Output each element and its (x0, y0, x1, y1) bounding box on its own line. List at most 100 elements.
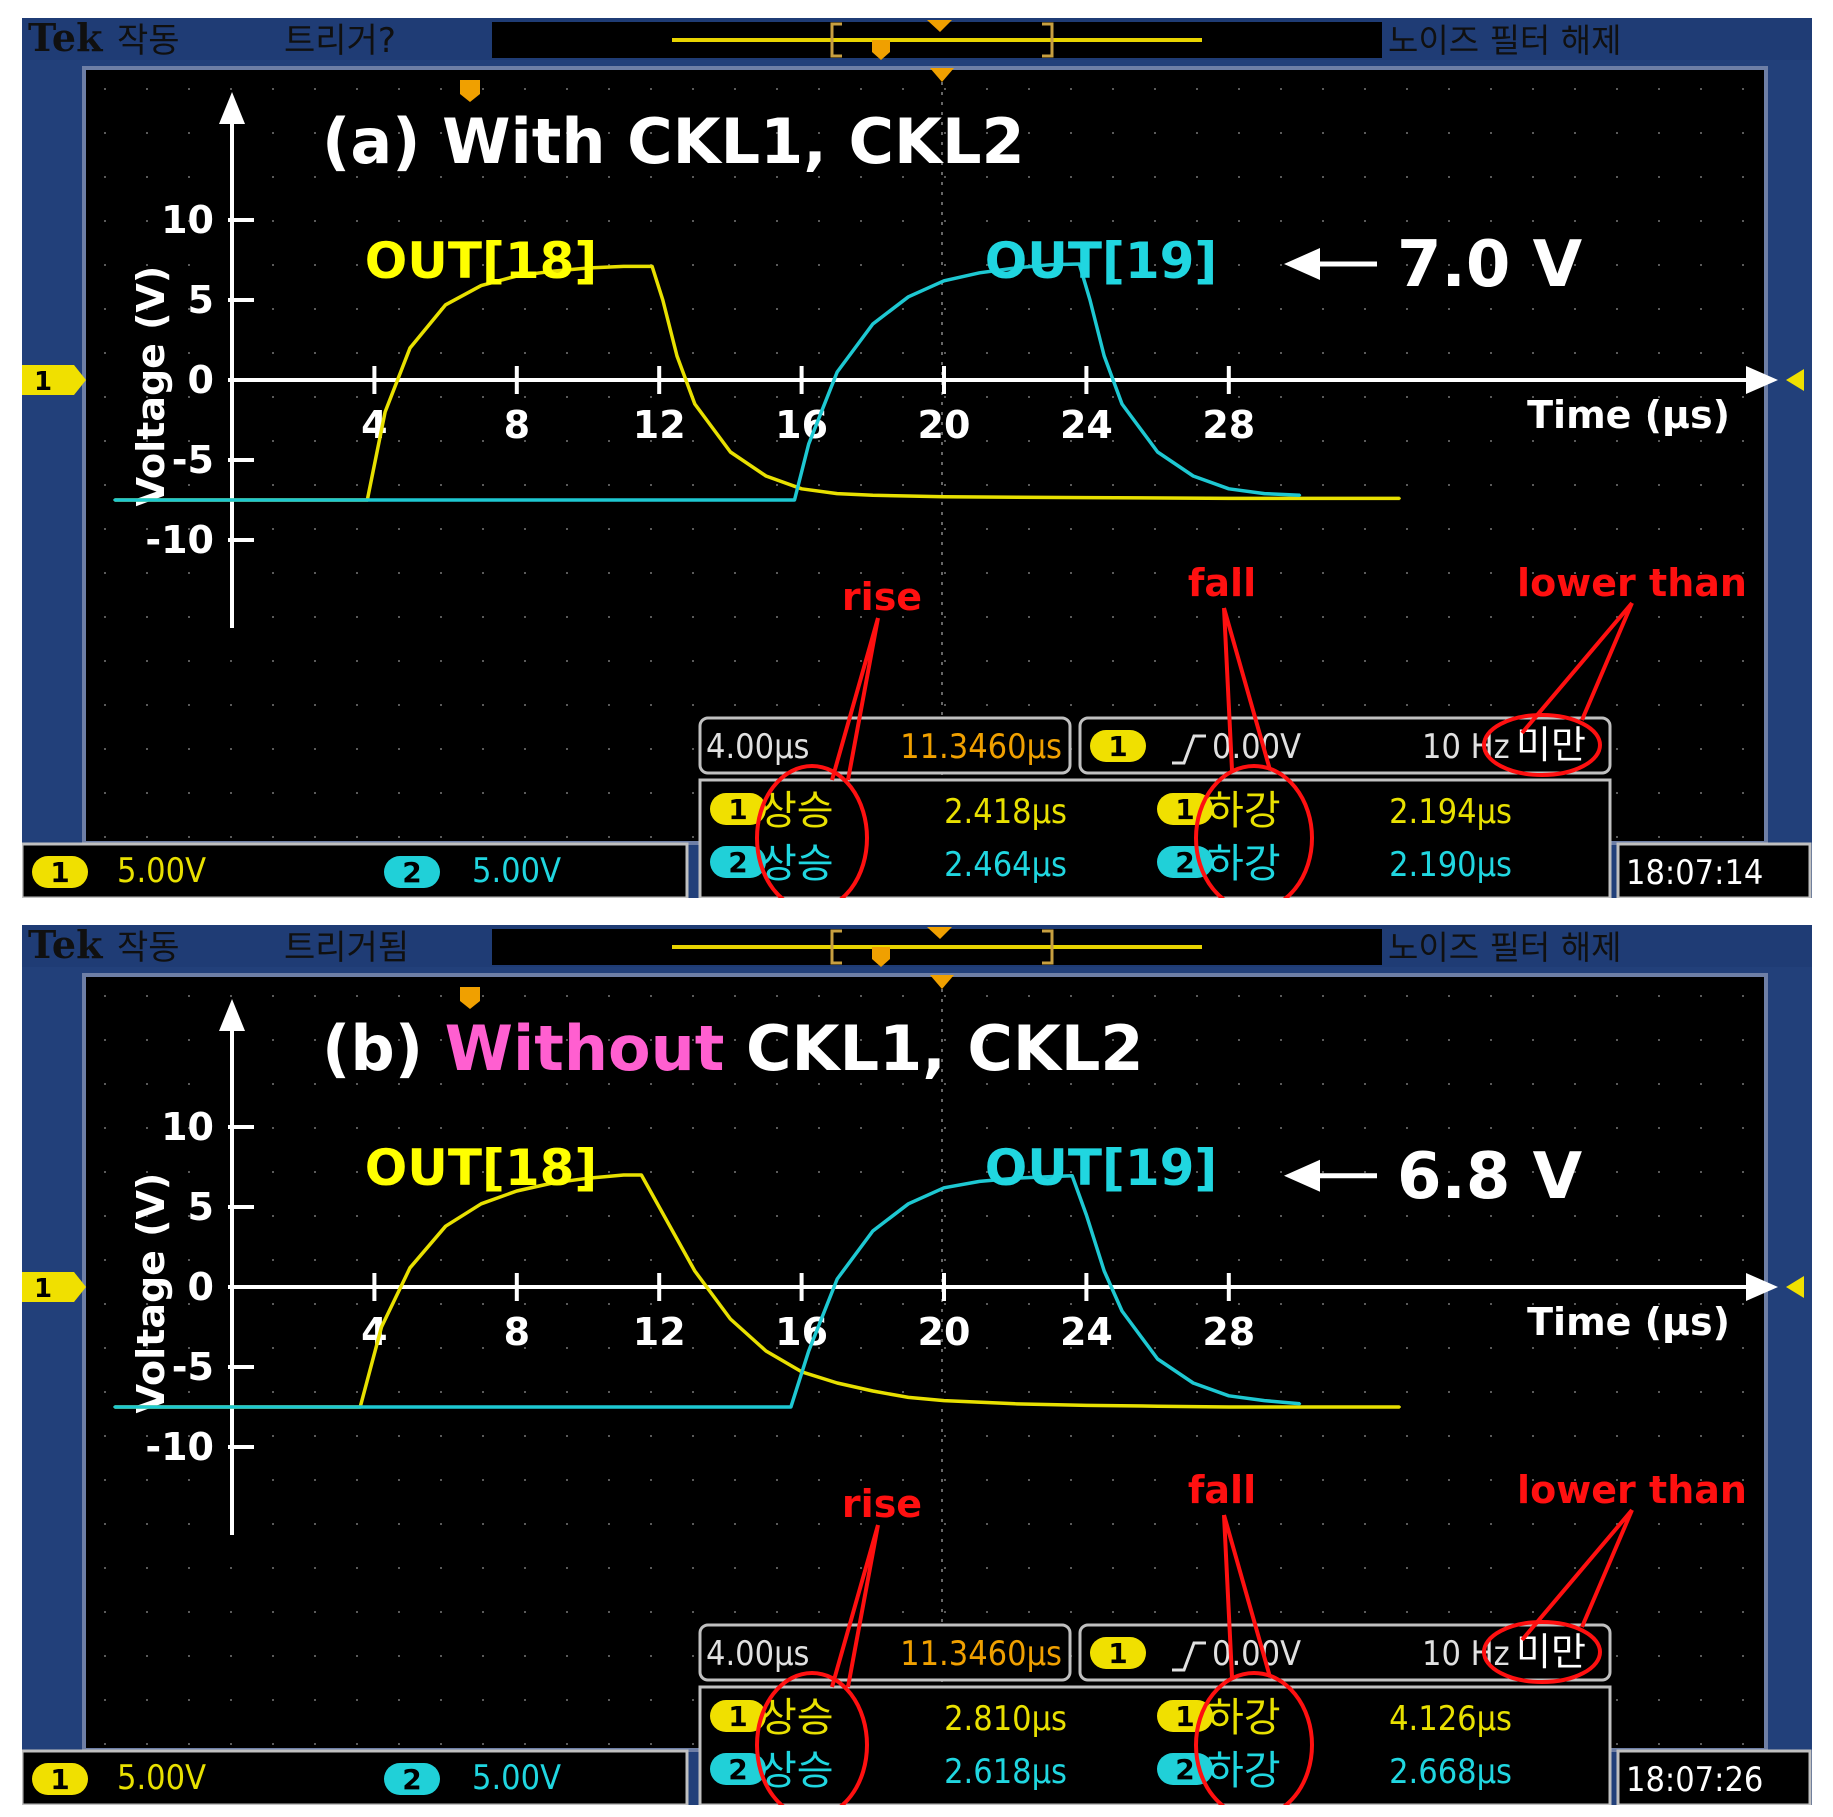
grid-dot (650, 484, 652, 486)
grid-dot (650, 792, 652, 794)
grid-dot (734, 1435, 736, 1437)
grid-dot (692, 704, 694, 706)
grid-dot (1532, 572, 1534, 574)
series-2-point (1120, 402, 1124, 406)
grid-dot (608, 1259, 610, 1261)
grid-dot (524, 440, 526, 442)
grid-dot (1616, 572, 1618, 574)
grid-dot (1364, 1391, 1366, 1393)
series-1-point (675, 354, 679, 358)
grid-dot (1280, 352, 1282, 354)
grid-dot (482, 132, 484, 134)
fall-label: 하강 (1207, 1748, 1281, 1794)
grid-dot (902, 1303, 904, 1305)
grid-dot (1532, 1611, 1534, 1613)
grid-dot (146, 1699, 148, 1701)
grid-dot (1490, 1127, 1492, 1129)
trigger-channel-badge-bg (1090, 1637, 1146, 1669)
grid-dot (692, 1743, 694, 1745)
grid-dot (860, 1567, 862, 1569)
grid-dot (1070, 308, 1072, 310)
grid-dot (1658, 572, 1660, 574)
grid-dot (272, 1127, 274, 1129)
grid-dot (1112, 1039, 1114, 1041)
trigger-t-icon (460, 80, 480, 102)
grid-dot (1112, 1567, 1114, 1569)
grid-dot (1112, 1435, 1114, 1437)
grid-dot (482, 616, 484, 618)
grid-dot (398, 308, 400, 310)
grid-dot (776, 1391, 778, 1393)
grid-dot (314, 1655, 316, 1657)
grid-dot (482, 1039, 484, 1041)
grid-dot (1070, 1215, 1072, 1217)
grid-dot (1280, 1127, 1282, 1129)
grid-dot (104, 660, 106, 662)
grid-dot (314, 1127, 316, 1129)
grid-dot (1280, 1435, 1282, 1437)
grid-dot (398, 1347, 400, 1349)
grid-dot (1028, 484, 1030, 486)
grid-dot (1112, 176, 1114, 178)
grid-dot (524, 1083, 526, 1085)
grid-dot (902, 1039, 904, 1041)
grid-dot (860, 1523, 862, 1525)
series-1-point (622, 265, 625, 268)
rise-label: 상승 (760, 1695, 834, 1741)
grid-dot (482, 748, 484, 750)
grid-dot (1616, 484, 1618, 486)
grid-dot (902, 1435, 904, 1437)
grid-dot (1280, 484, 1282, 486)
grid-dot (1280, 1479, 1282, 1481)
grid-dot (1112, 1171, 1114, 1173)
grid-dot (1448, 176, 1450, 178)
grid-dot (482, 396, 484, 398)
grid-dot (356, 1611, 358, 1613)
trigger-frequency: 10 Hz (1422, 727, 1510, 767)
grid-dot (1490, 440, 1492, 442)
grid-dot (1448, 396, 1450, 398)
grid-dot (650, 572, 652, 574)
grid-dot (1406, 352, 1408, 354)
grid-dot (1238, 1127, 1240, 1129)
grid-dot (608, 264, 610, 266)
grid-dot (230, 1611, 232, 1613)
grid-dot (902, 484, 904, 486)
grid-dot (1658, 616, 1660, 618)
grid-dot (566, 308, 568, 310)
grid-dot (1322, 572, 1324, 574)
grid-dot (1322, 1567, 1324, 1569)
grid-dot (1742, 836, 1744, 838)
grid-dot (1448, 132, 1450, 134)
grid-dot (818, 995, 820, 997)
grid-dot (272, 396, 274, 398)
grid-dot (1112, 528, 1114, 530)
y-axis-label: Voltage (V) (129, 266, 173, 507)
series-1-point (1085, 496, 1088, 499)
series-1-point (586, 1177, 590, 1180)
series-2-point (807, 442, 810, 446)
grid-dot (146, 1743, 148, 1745)
trigger-level: 0.00V (1212, 1634, 1301, 1674)
grid-dot (1448, 484, 1450, 486)
grid-dot (524, 748, 526, 750)
grid-dot (1280, 528, 1282, 530)
grid-dot (608, 1479, 610, 1481)
grid-dot (1700, 704, 1702, 706)
y-tick-label: 5 (188, 1185, 214, 1229)
grid-dot (398, 484, 400, 486)
grid-dot (1322, 1523, 1324, 1525)
grid-dot (1196, 88, 1198, 90)
grid-dot (1448, 1039, 1450, 1041)
grid-dot (734, 220, 736, 222)
grid-dot (314, 1611, 316, 1613)
grid-dot (776, 1259, 778, 1261)
grid-dot (650, 836, 652, 838)
grid-dot (482, 1699, 484, 1701)
view-bracket (830, 929, 1054, 965)
grid-dot (1616, 1435, 1618, 1437)
x-tick-label: 20 (918, 1310, 971, 1354)
grid-dot (1238, 308, 1240, 310)
grid-dot (482, 1127, 484, 1129)
